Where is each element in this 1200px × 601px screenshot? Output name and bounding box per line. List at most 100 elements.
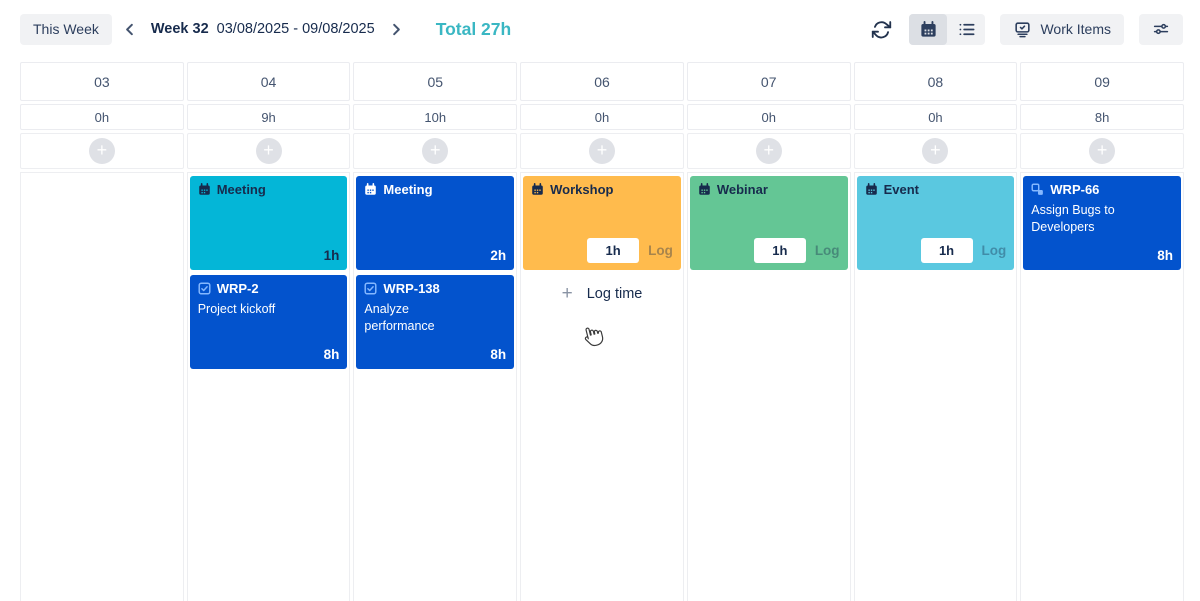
- calendar-icon: [365, 183, 377, 196]
- day-total-hours: 0h: [594, 109, 610, 125]
- plus-icon: +: [930, 140, 941, 160]
- add-cell: +: [520, 133, 684, 169]
- add-cell: +: [186, 133, 351, 169]
- add-cell: +: [20, 133, 184, 169]
- task-check-icon: [364, 282, 377, 295]
- day-number: 09: [1094, 73, 1110, 90]
- add-worklog-button[interactable]: +: [422, 138, 449, 164]
- day-total: 0h: [20, 104, 184, 130]
- add-worklog-button[interactable]: +: [588, 138, 615, 164]
- day-number: 06: [594, 73, 610, 90]
- day-column-04: Meeting 1h WRP-2 Project kickoff 8h: [186, 172, 351, 601]
- add-worklog-button[interactable]: +: [88, 138, 115, 164]
- prev-week-button[interactable]: [118, 18, 141, 41]
- card-title: Meeting: [216, 182, 266, 197]
- log-button[interactable]: Log: [981, 243, 1007, 258]
- day-number: 08: [927, 73, 944, 90]
- event-card[interactable]: Workshop Log: [523, 176, 681, 270]
- log-time-button[interactable]: + Log time: [523, 284, 681, 303]
- refresh-icon: [872, 20, 892, 38]
- this-week-button[interactable]: This Week: [20, 13, 112, 45]
- calendar-icon: [865, 183, 877, 196]
- work-items-button[interactable]: Work Items: [1000, 13, 1124, 45]
- total-hours: Total 27h: [435, 18, 512, 39]
- event-card[interactable]: Meeting 1h: [189, 176, 348, 270]
- log-time-label: Log time: [586, 285, 643, 302]
- chevron-right-icon: [392, 23, 400, 35]
- task-card[interactable]: WRP-138 Analyze performance 8h: [356, 275, 515, 369]
- day-total-hours: 0h: [94, 109, 110, 125]
- add-worklog-button[interactable]: +: [1089, 138, 1116, 164]
- plus-icon: +: [763, 140, 774, 160]
- list-icon: [959, 23, 975, 35]
- logged-hours: 1h: [323, 248, 340, 263]
- next-week-button[interactable]: [385, 18, 408, 41]
- week-grid: 03 04 05 06 07 08 09 0h 9h 10h 0h 0h 0h …: [20, 62, 1184, 601]
- calendar-icon: [532, 183, 543, 196]
- calendar-icon: [921, 20, 936, 37]
- sliders-icon: [1153, 23, 1169, 35]
- date-range: 03/08/2025 - 09/08/2025: [216, 21, 375, 37]
- add-worklog-button[interactable]: +: [755, 138, 782, 164]
- hours-input[interactable]: [753, 238, 806, 263]
- event-card[interactable]: Event Log: [856, 176, 1015, 270]
- day-column-07: Webinar Log: [686, 172, 851, 601]
- day-header: 09: [1020, 62, 1184, 101]
- day-header: 06: [520, 62, 684, 101]
- toolbar: This Week Week 32 03/08/2025 - 09/08/202…: [0, 0, 1200, 58]
- task-card[interactable]: WRP-66 Assign Bugs to Developers 8h: [1023, 176, 1181, 270]
- day-total: 9h: [186, 104, 351, 130]
- week-title: Week 32 03/08/2025 - 09/08/2025: [151, 21, 375, 37]
- add-worklog-button[interactable]: +: [922, 138, 949, 164]
- add-cell: +: [853, 133, 1018, 169]
- day-total-hours: 10h: [424, 109, 447, 125]
- day-header: 05: [353, 62, 518, 101]
- event-card[interactable]: Meeting 2h: [356, 176, 515, 270]
- list-view-button[interactable]: [947, 14, 985, 45]
- day-total: 0h: [686, 104, 851, 130]
- plus-icon: +: [430, 140, 441, 160]
- plus-icon: +: [596, 140, 608, 160]
- day-total: 0h: [520, 104, 684, 130]
- day-column-06: Workshop Log + Log time: [520, 172, 684, 601]
- log-button[interactable]: Log: [814, 243, 840, 258]
- hours-input[interactable]: [920, 238, 973, 263]
- calendar-view-button[interactable]: [909, 13, 948, 45]
- event-card[interactable]: Webinar Log: [689, 176, 848, 270]
- day-header: 03: [20, 62, 184, 101]
- filter-settings-button[interactable]: [1139, 13, 1183, 45]
- logged-hours: 8h: [323, 347, 340, 362]
- task-key: WRP-138: [383, 281, 440, 296]
- task-summary: Project kickoff: [197, 301, 276, 316]
- card-title: Meeting: [383, 182, 433, 197]
- chevron-left-icon: [126, 23, 133, 35]
- day-number: 05: [427, 73, 444, 90]
- add-cell: +: [686, 133, 851, 169]
- task-card[interactable]: WRP-2 Project kickoff 8h: [189, 275, 348, 369]
- day-number: 03: [94, 73, 110, 90]
- work-items-label: Work Items: [1040, 21, 1111, 37]
- day-total-hours: 9h: [261, 109, 276, 125]
- week-number: Week 32: [150, 21, 209, 37]
- day-total: 0h: [853, 104, 1018, 130]
- day-total: 8h: [1020, 104, 1184, 130]
- task-key: WRP-2: [216, 281, 259, 296]
- logged-hours: 8h: [1157, 248, 1173, 263]
- calendar-icon: [699, 183, 710, 196]
- plus-icon: +: [263, 140, 274, 160]
- day-column-08: Event Log: [853, 172, 1018, 601]
- plus-icon: +: [96, 140, 108, 160]
- task-summary: Assign Bugs to Developers: [1031, 202, 1115, 235]
- add-cell: +: [353, 133, 518, 169]
- log-button[interactable]: Log: [648, 243, 673, 258]
- logged-hours: 8h: [490, 347, 507, 362]
- card-title: Webinar: [716, 182, 768, 197]
- day-total-hours: 0h: [928, 109, 943, 125]
- add-worklog-button[interactable]: +: [255, 138, 282, 164]
- refresh-button[interactable]: [869, 17, 894, 42]
- plus-icon: +: [561, 283, 573, 304]
- day-column-05: Meeting 2h WRP-138 Analyze performance 8…: [353, 172, 518, 601]
- task-key: WRP-66: [1050, 182, 1100, 197]
- toolbar-right-group: Work Items: [869, 13, 1183, 45]
- hours-input[interactable]: [587, 238, 640, 263]
